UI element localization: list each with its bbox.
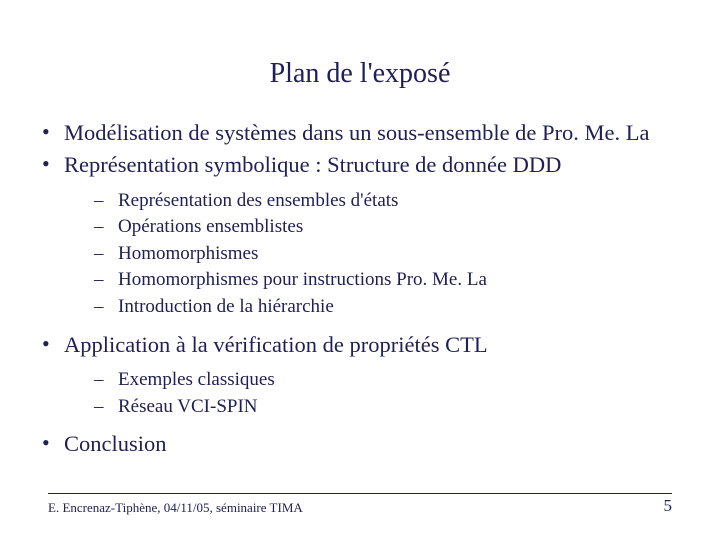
footer-divider — [48, 493, 672, 494]
slide-title: Plan de l'exposé — [0, 0, 720, 118]
sub-bullet-list: Représentation des ensembles d'états Opé… — [64, 188, 700, 320]
bullet-text: Application à la vérification de proprié… — [64, 332, 488, 357]
sub-bullet-item: Homomorphismes pour instructions Pro. Me… — [64, 267, 700, 293]
slide: Plan de l'exposé Modélisation de système… — [0, 0, 720, 540]
page-number: 5 — [664, 496, 673, 516]
sub-bullet-item: Exemples classiques — [64, 367, 700, 393]
bullet-item: Modélisation de systèmes dans un sous-en… — [34, 118, 700, 147]
bullet-list: Modélisation de systèmes dans un sous-en… — [34, 118, 700, 458]
sub-bullet-item: Homomorphismes — [64, 241, 700, 267]
bullet-text: Représentation symbolique : Structure de… — [64, 152, 561, 177]
bullet-item: Application à la vérification de proprié… — [34, 330, 700, 420]
bullet-item: Conclusion — [34, 429, 700, 458]
bullet-item: Représentation symbolique : Structure de… — [34, 150, 700, 319]
sub-bullet-item: Opérations ensemblistes — [64, 214, 700, 240]
slide-content: Modélisation de systèmes dans un sous-en… — [0, 118, 720, 458]
sub-bullet-list: Exemples classiques Réseau VCI-SPIN — [64, 367, 700, 419]
footer-text: E. Encrenaz-Tiphène, 04/11/05, séminaire… — [48, 500, 303, 516]
sub-bullet-item: Introduction de la hiérarchie — [64, 294, 700, 320]
sub-bullet-item: Représentation des ensembles d'états — [64, 188, 700, 214]
sub-bullet-item: Réseau VCI-SPIN — [64, 394, 700, 420]
